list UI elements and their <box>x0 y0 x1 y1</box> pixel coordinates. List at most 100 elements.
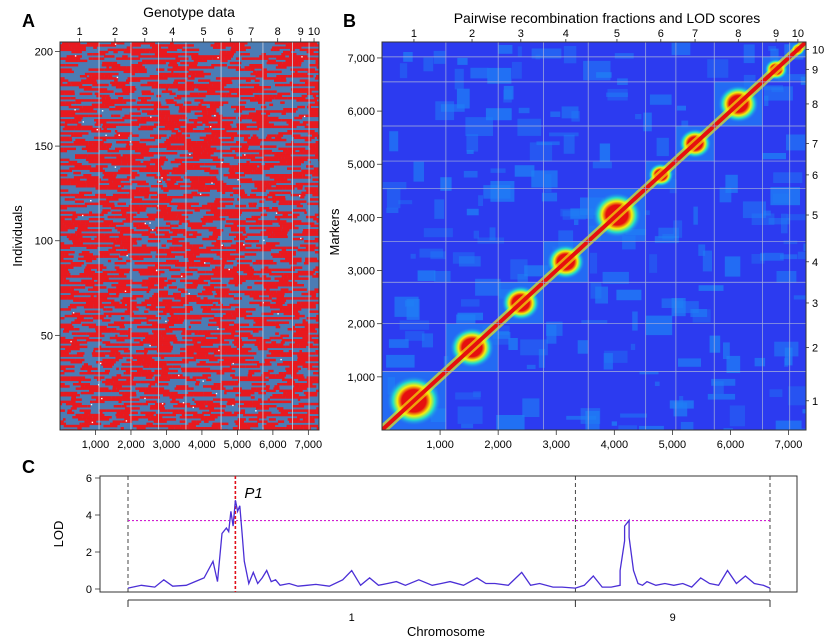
genotype-segment <box>253 70 257 74</box>
genotype-segment <box>206 92 220 96</box>
genotype-segment <box>172 242 186 245</box>
genotype-segment <box>202 290 210 294</box>
genotype-segment <box>314 251 319 254</box>
genotype-segment <box>150 185 161 188</box>
genotype-segment <box>179 72 187 76</box>
genotype-segment <box>159 350 172 353</box>
genotype-segment <box>236 235 248 239</box>
genotype-segment <box>182 330 189 333</box>
genotype-segment <box>282 317 286 320</box>
genotype-segment <box>201 130 211 133</box>
genotype-segment <box>132 295 144 298</box>
genotype-segment <box>122 354 127 357</box>
genotype-segment <box>74 341 88 344</box>
genotype-segment <box>273 387 280 390</box>
genotype-segment <box>262 405 277 408</box>
genotype-segment <box>264 266 269 269</box>
genotype-segment <box>139 246 149 250</box>
genotype-segment <box>261 53 266 56</box>
genotype-segment <box>166 169 176 173</box>
genotype-segment <box>212 231 219 234</box>
genotype-segment <box>215 341 220 344</box>
genotype-segment <box>66 394 80 397</box>
genotype-segment <box>157 345 173 349</box>
genotype-segment <box>193 413 204 417</box>
genotype-segment <box>195 383 199 386</box>
genotype-segment <box>105 343 120 346</box>
genotype-segment <box>64 121 79 124</box>
genotype-segment <box>148 277 151 280</box>
genotype-segment <box>248 202 253 206</box>
genotype-segment <box>138 163 150 166</box>
genotype-segment <box>285 257 291 261</box>
genotype-segment <box>228 189 245 192</box>
genotype-segment <box>293 334 308 338</box>
genotype-segment <box>111 389 120 393</box>
genotype-segment <box>60 295 63 298</box>
genotype-segment <box>70 81 82 85</box>
genotype-segment <box>86 339 102 342</box>
recombination-cell <box>461 299 480 307</box>
genotype-segment <box>141 90 151 93</box>
genotype-segment <box>296 204 303 208</box>
genotype-segment <box>188 64 198 67</box>
genotype-segment <box>318 317 319 320</box>
recombination-cell <box>470 67 489 79</box>
genotype-segment <box>60 103 72 107</box>
genotype-segment <box>286 424 301 428</box>
genotype-segment <box>136 427 146 430</box>
genotype-segment <box>260 268 264 272</box>
genotype-segment <box>118 169 132 173</box>
genotype-segment <box>97 105 110 109</box>
genotype-segment <box>290 409 303 412</box>
recombination-cell <box>560 208 580 217</box>
genotype-segment <box>156 211 168 214</box>
genotype-segment <box>300 301 315 305</box>
recombination-cell <box>452 252 475 264</box>
genotype-segment <box>210 105 220 109</box>
genotype-segment <box>175 81 178 85</box>
recombination-cell <box>698 285 724 291</box>
recombination-cell <box>404 300 415 307</box>
genotype-segment <box>200 218 216 221</box>
genotype-segment <box>233 387 242 390</box>
recombination-cell <box>618 425 637 430</box>
genotype-segment <box>120 398 123 401</box>
genotype-segment <box>277 77 281 80</box>
genotype-segment <box>102 101 110 104</box>
genotype-segment <box>246 218 259 221</box>
genotype-segment <box>169 312 174 316</box>
genotype-segment <box>129 411 138 415</box>
genotype-segment <box>291 171 299 175</box>
genotype-segment <box>229 356 241 360</box>
genotype-segment <box>300 328 316 331</box>
genotype-segment <box>298 61 302 65</box>
recombination-cell <box>456 88 470 109</box>
genotype-segment <box>197 292 202 296</box>
genotype-segment <box>314 44 319 47</box>
genotype-segment <box>99 193 106 197</box>
genotype-segment <box>297 163 301 166</box>
genotype-segment <box>205 270 209 274</box>
genotype-segment <box>283 312 300 316</box>
genotype-segment <box>85 180 101 184</box>
genotype-segment <box>177 213 182 217</box>
genotype-segment <box>154 297 159 300</box>
genotype-segment <box>181 141 197 144</box>
recombination-cell <box>635 114 642 120</box>
genotype-segment <box>251 383 255 386</box>
genotype-segment <box>196 251 211 254</box>
genotype-segment <box>263 400 269 404</box>
missing-genotype <box>221 161 223 164</box>
genotype-segment <box>156 207 167 210</box>
genotype-segment <box>157 193 167 197</box>
genotype-segment <box>125 218 135 221</box>
recombination-cell <box>508 338 518 350</box>
genotype-segment <box>133 50 150 54</box>
genotype-segment <box>115 147 127 151</box>
genotype-segment <box>186 310 190 313</box>
recombination-cell <box>475 278 501 296</box>
genotype-segment <box>217 299 220 302</box>
genotype-segment <box>88 141 104 144</box>
genotype-segment <box>114 266 120 269</box>
